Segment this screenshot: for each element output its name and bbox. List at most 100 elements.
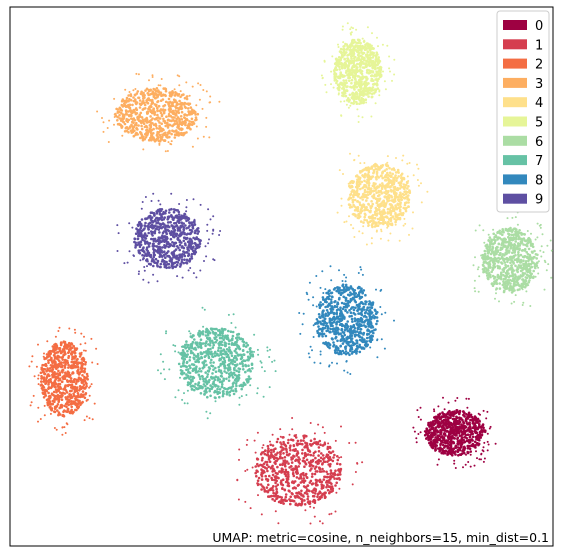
point <box>398 209 402 213</box>
point <box>308 489 311 493</box>
point <box>327 463 331 466</box>
point <box>54 388 58 392</box>
point <box>272 485 275 488</box>
point <box>384 179 388 182</box>
point <box>176 102 180 106</box>
point <box>483 249 487 253</box>
point <box>416 179 419 181</box>
point <box>64 432 67 434</box>
point <box>432 432 435 436</box>
point <box>397 175 401 178</box>
point <box>376 212 379 215</box>
point <box>482 409 485 412</box>
point <box>473 464 476 467</box>
point <box>260 468 263 471</box>
point <box>486 449 489 452</box>
point <box>353 69 356 72</box>
point <box>128 125 132 128</box>
point <box>487 245 491 249</box>
point <box>157 131 161 134</box>
point <box>303 499 306 502</box>
point <box>361 75 365 78</box>
point <box>373 66 377 69</box>
point <box>178 118 181 122</box>
point <box>71 371 75 375</box>
point <box>514 264 517 268</box>
series-2-points <box>28 326 99 436</box>
point <box>501 253 505 256</box>
point <box>420 201 423 204</box>
point <box>347 76 350 80</box>
point <box>443 432 446 435</box>
point <box>146 111 149 115</box>
point <box>445 440 449 444</box>
point <box>125 113 129 116</box>
point <box>275 496 279 500</box>
point <box>304 509 307 512</box>
point <box>326 483 329 487</box>
point <box>396 168 400 172</box>
point <box>278 500 282 503</box>
point <box>143 137 146 141</box>
point <box>367 225 370 228</box>
point <box>295 476 299 479</box>
point <box>279 428 282 431</box>
point <box>389 185 392 189</box>
point <box>91 418 94 421</box>
point <box>254 451 257 454</box>
point <box>342 45 345 48</box>
point <box>531 251 534 254</box>
point <box>45 389 49 393</box>
point <box>160 114 164 118</box>
point <box>451 436 455 439</box>
point <box>159 108 163 111</box>
point <box>442 396 444 399</box>
point <box>384 186 387 189</box>
point <box>171 109 175 113</box>
point <box>125 117 128 121</box>
point <box>453 411 457 415</box>
point <box>367 215 371 219</box>
point <box>470 444 473 447</box>
point <box>530 272 533 276</box>
point <box>364 213 367 217</box>
point <box>401 159 404 162</box>
point <box>483 441 486 444</box>
point <box>107 141 110 143</box>
point <box>515 237 518 241</box>
point <box>468 440 472 444</box>
point <box>456 429 460 433</box>
point <box>365 47 368 51</box>
point <box>436 463 439 466</box>
point <box>483 266 487 270</box>
point <box>373 225 377 228</box>
point <box>66 361 69 365</box>
point <box>469 465 472 468</box>
point <box>433 408 435 411</box>
point <box>265 463 269 467</box>
point <box>191 85 194 88</box>
point <box>185 81 188 84</box>
point <box>357 45 360 49</box>
point <box>151 98 154 102</box>
point <box>63 377 67 381</box>
point <box>350 205 354 209</box>
point <box>370 237 373 240</box>
point <box>310 482 314 486</box>
point <box>347 45 351 48</box>
point <box>372 47 375 50</box>
point <box>489 256 493 260</box>
point <box>85 372 89 376</box>
point <box>361 47 365 50</box>
point <box>180 110 184 114</box>
point <box>471 439 474 442</box>
point <box>334 57 338 61</box>
point <box>61 426 64 429</box>
point <box>126 120 129 124</box>
point <box>489 252 493 256</box>
point <box>337 85 341 88</box>
point <box>374 221 378 224</box>
point <box>392 200 396 204</box>
point <box>506 246 509 249</box>
point <box>394 174 397 177</box>
